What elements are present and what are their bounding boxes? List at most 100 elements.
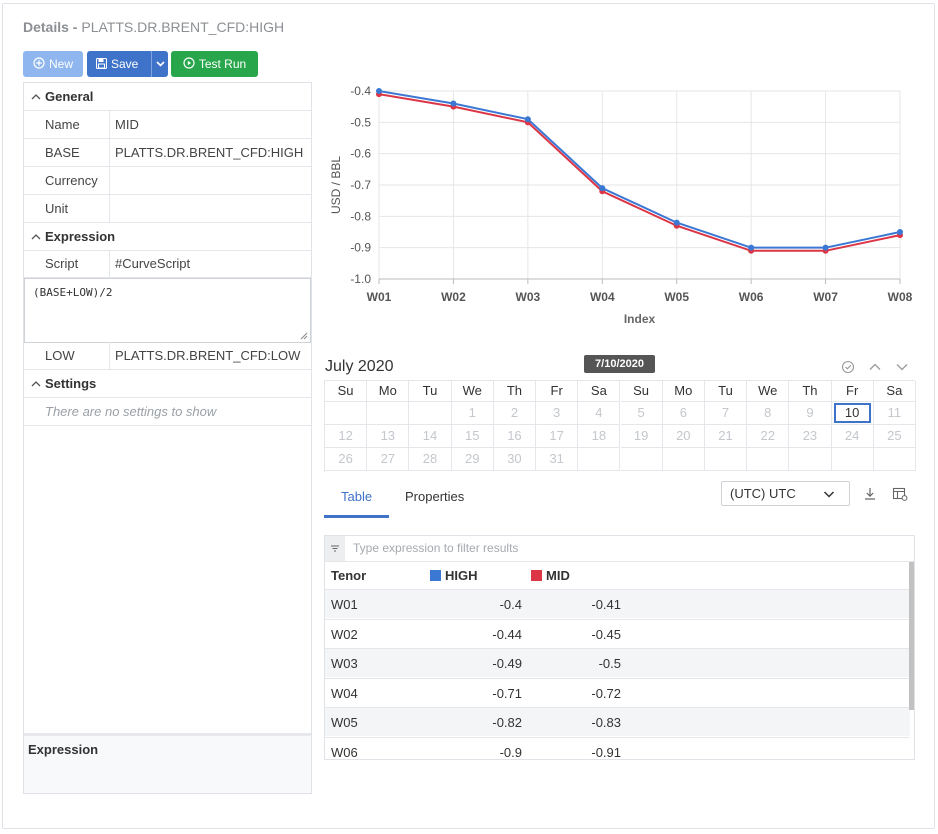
calendar-day	[367, 402, 410, 425]
x-tick-label: W03	[516, 290, 541, 304]
results-table: Type expression to filter results Tenor …	[324, 535, 915, 760]
property-value-currency[interactable]	[110, 167, 311, 194]
calendar-day[interactable]: 4	[578, 402, 621, 425]
cell-mid: -0.41	[591, 597, 621, 612]
expression-code-editor[interactable]: (BASE+LOW)/2	[24, 278, 311, 343]
calendar-day	[747, 448, 790, 471]
table-header: Tenor HIGH MID	[325, 562, 910, 589]
cell-high: -0.9	[499, 744, 522, 760]
calendar-day[interactable]: 14	[409, 425, 452, 448]
section-settings[interactable]: Settings	[24, 370, 311, 398]
data-point-high	[748, 244, 755, 251]
play-circle-icon	[183, 57, 195, 69]
property-value-unit[interactable]	[110, 195, 311, 222]
property-value-base[interactable]: PLATTS.DR.BRENT_CFD:HIGH	[115, 145, 304, 160]
property-key: Script	[24, 250, 110, 277]
calendar-day[interactable]: 5	[620, 402, 663, 425]
new-button-label: New	[48, 57, 73, 71]
test-run-button[interactable]: Test Run	[171, 51, 258, 77]
resize-handle-icon[interactable]	[300, 332, 308, 340]
calendar-day[interactable]: 31	[536, 448, 579, 471]
save-button[interactable]: Save	[87, 51, 168, 77]
calendar-day[interactable]: 19	[620, 425, 663, 448]
section-expression[interactable]: Expression	[24, 223, 311, 251]
calendar-day[interactable]: 2	[493, 402, 537, 425]
details-window	[2, 3, 935, 829]
table-row[interactable]: W03 -0.49 -0.5	[325, 648, 910, 677]
curve-line-chart: -0.4 -0.5 -0.6 -0.7 -0.8 -0.9 -1.0 W01 W02 W03 W04…	[329, 84, 913, 326]
calendar-day[interactable]: 24	[831, 425, 874, 448]
calendar-day[interactable]: 16	[493, 425, 537, 448]
calendar-day[interactable]: 30	[493, 448, 537, 471]
save-dropdown-toggle[interactable]	[151, 51, 168, 77]
calendar-day[interactable]: 22	[747, 425, 790, 448]
calendar-day[interactable]: 9	[789, 402, 832, 425]
timezone-select[interactable]: (UTC) UTC	[721, 481, 850, 506]
table-row[interactable]: W02 -0.44 -0.45	[325, 618, 910, 648]
y-tick-label: -0.8	[350, 209, 371, 223]
table-row[interactable]: W01 -0.4 -0.41	[325, 589, 910, 618]
calendar-day[interactable]: 17	[536, 425, 579, 448]
property-value-script[interactable]: #CurveScript	[115, 256, 191, 271]
x-tick-label: W06	[739, 290, 764, 304]
calendar-day[interactable]: 28	[409, 448, 452, 471]
cell-tenor: W06	[331, 744, 358, 760]
calendar-day-header: Tu	[409, 381, 452, 402]
column-header-high[interactable]: HIGH	[430, 568, 478, 583]
floppy-icon	[96, 58, 107, 69]
tab-properties[interactable]: Properties	[405, 489, 465, 504]
property-value-low[interactable]: PLATTS.DR.BRENT_CFD:LOW	[115, 348, 301, 363]
property-row-currency: Currency	[24, 167, 311, 195]
section-expression-label: Expression	[45, 229, 116, 244]
table-settings-icon[interactable]	[892, 486, 908, 502]
calendar-day[interactable]: 25	[873, 425, 916, 448]
calendar-day[interactable]: 8	[747, 402, 790, 425]
tab-table[interactable]: Table	[341, 489, 373, 504]
filter-toggle[interactable]	[325, 536, 345, 561]
download-icon[interactable]	[862, 486, 878, 502]
table-row[interactable]: W05 -0.82 -0.83	[325, 707, 910, 736]
column-header-mid[interactable]: MID	[531, 568, 570, 583]
calendar-day-header: Th	[789, 381, 832, 402]
calendar-day[interactable]: 12	[325, 425, 368, 448]
calendar-day[interactable]: 21	[704, 425, 748, 448]
calendar-day	[873, 448, 916, 471]
calendar-day-header: Sa	[578, 381, 621, 402]
calendar-day[interactable]: 26	[325, 448, 368, 471]
section-general-label: General	[45, 89, 94, 104]
column-header-tenor[interactable]: Tenor	[331, 568, 367, 583]
section-general[interactable]: General	[24, 83, 311, 111]
calendar-day[interactable]: 13	[367, 425, 410, 448]
calendar-day[interactable]: 15	[451, 425, 494, 448]
data-point-high	[524, 116, 531, 123]
chevron-up-icon[interactable]	[868, 360, 882, 374]
chevron-up-icon	[31, 94, 41, 100]
filter-input[interactable]: Type expression to filter results	[353, 541, 519, 555]
calendar-day[interactable]: 11	[873, 402, 916, 425]
calendar-day-header: Th	[493, 381, 537, 402]
chevron-down-icon[interactable]	[895, 360, 909, 374]
table-row[interactable]: W04 -0.71 -0.72	[325, 677, 910, 707]
table-row[interactable]: W06 -0.9 -0.91	[325, 736, 910, 760]
x-tick-label: W07	[813, 290, 838, 304]
calendar-day	[789, 448, 832, 471]
calendar-day-header: Fr	[831, 381, 874, 402]
calendar-day[interactable]: 1	[451, 402, 494, 425]
calendar-day[interactable]: 27	[367, 448, 410, 471]
property-value-name[interactable]: MID	[115, 117, 139, 132]
calendar-day[interactable]: 23	[789, 425, 832, 448]
calendar-day[interactable]: 18	[578, 425, 621, 448]
calendar-day[interactable]: 7	[704, 402, 748, 425]
calendar-day-header: We	[747, 381, 790, 402]
check-circle-icon[interactable]	[841, 360, 855, 374]
table-scrollbar[interactable]	[909, 562, 914, 710]
calendar-day[interactable]: 3	[536, 402, 579, 425]
calendar-day[interactable]: 10	[831, 402, 874, 425]
calendar-day[interactable]: 6	[662, 402, 705, 425]
calendar-day[interactable]: 29	[451, 448, 494, 471]
calendar-selected-day[interactable]: 10	[833, 403, 871, 423]
properties-panel: General Name MID BASE PLATTS.DR.BRENT_CF…	[23, 82, 312, 794]
calendar-day	[662, 448, 705, 471]
new-button[interactable]: New	[23, 51, 83, 77]
calendar-day[interactable]: 20	[662, 425, 705, 448]
